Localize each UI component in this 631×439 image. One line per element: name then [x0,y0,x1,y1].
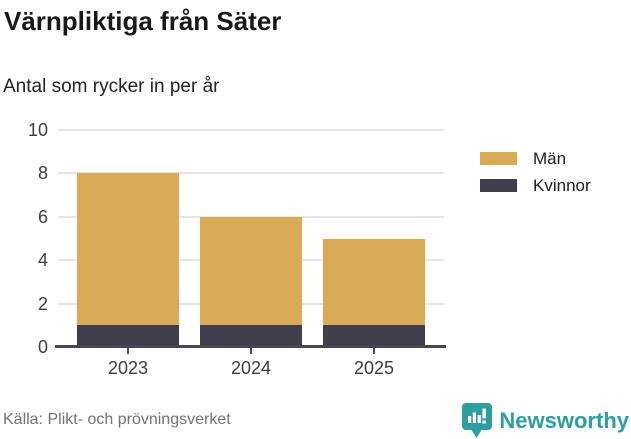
plot-area [58,129,444,347]
newsworthy-logo-icon [462,403,493,438]
bar-segment-män-2024 [200,216,302,326]
x-axis-tick-label-2024: 2024 [230,358,272,378]
x-axis-tick [127,348,129,354]
x-axis-tick-label-2023: 2023 [107,358,149,378]
x-axis-line [55,345,446,348]
legend-swatch-icon [480,152,517,165]
gridline-y-10 [58,129,444,131]
legend-swatch-icon [480,179,517,192]
y-axis-tick-label: 10 [27,120,48,140]
legend-item-kvinnor: Kvinnor [480,176,591,195]
legend: Män Kvinnor [480,149,591,203]
x-axis-tick-label-2025: 2025 [353,358,395,378]
bar-segment-kvinnor-2023 [77,325,179,347]
gridline-y-8 [58,172,444,175]
source-note: Källa: Plikt- och prövningsverket [3,411,231,428]
x-axis-tick [250,348,252,354]
chart-subtitle: Antal som rycker in per år [3,76,220,97]
bar-segment-kvinnor-2025 [323,325,425,347]
y-axis-tick-label: 6 [37,206,48,227]
y-axis-tick-label: 0 [37,337,48,357]
bar-segment-män-2025 [323,238,425,326]
legend-item-män: Män [480,149,591,168]
x-axis-tick [373,348,375,354]
bar-segment-kvinnor-2024 [200,325,302,347]
brand-name: Newsworthy [499,407,629,433]
legend-label: Kvinnor [533,175,591,195]
chart-title: Värnpliktiga från Säter [4,6,282,36]
y-axis-tick-label: 4 [37,250,48,271]
y-axis-tick-label: 2 [37,293,48,314]
brand-link[interactable]: Newsworthy [462,403,629,438]
bar-segment-män-2023 [77,173,179,326]
y-axis-tick-label: 8 [37,163,48,184]
legend-label: Män [533,148,567,168]
